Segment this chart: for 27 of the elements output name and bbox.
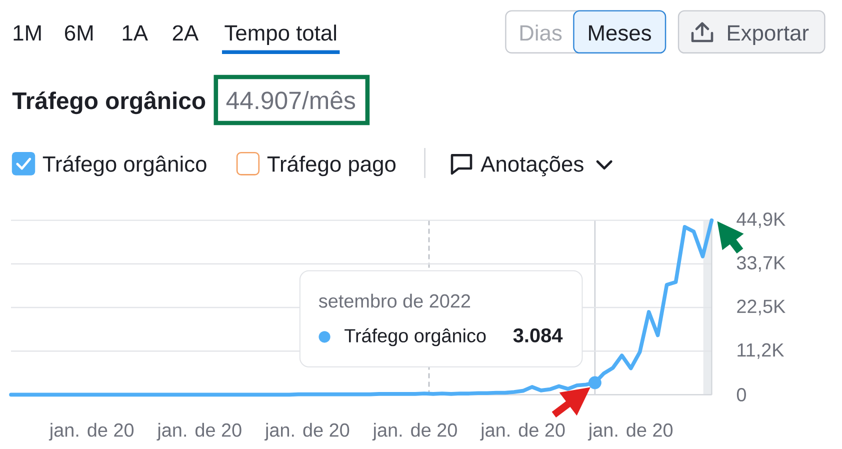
x-tick-label: jan. de 20 [372,422,457,441]
x-tick-label: jan. de 20 [264,422,350,441]
y-tick-label: 33,7K [736,256,786,272]
text: Anotações [480,156,584,176]
x-tick-label: jan. de 20 [156,422,242,441]
text: Tempo total [224,24,336,46]
y-tick-label: 0 [736,388,746,402]
annotation: setembro de 2022 [318,294,470,308]
y-tick-label: 11,2K [738,343,784,359]
x-tick-label: jan. de 20 [480,422,565,441]
text: 2A [172,25,199,40]
text: Dias [520,24,562,41]
text: 6M [65,25,93,41]
legend-label: Tráfego pago [267,155,396,176]
x-tick-label: jan. de 20 [48,422,134,441]
x-tick-label: jan. de 20 [588,422,673,441]
y-tick-label: 44,9K [736,212,786,228]
data-label: 3.084 [513,328,563,342]
text: Meses [589,25,651,41]
y-tick-label: 22,5K [737,300,786,316]
text: Tráfego orgânico [42,155,206,176]
text: 1A [122,25,148,40]
text: Exportar [728,25,809,46]
legend-label: Tráfego orgânico [344,328,486,346]
chart-subtitle: 44.907/mês [226,90,356,110]
chart-title: Tráfego orgânico [12,91,206,114]
text: 1M [14,25,41,40]
